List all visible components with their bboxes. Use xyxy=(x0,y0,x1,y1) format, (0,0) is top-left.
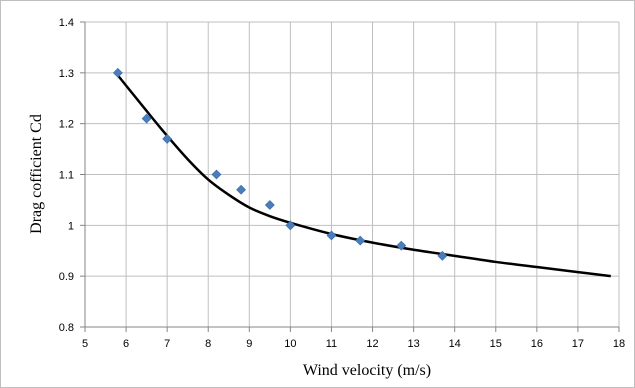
y-tick-label: 1.3 xyxy=(59,68,74,80)
x-tick-label: 17 xyxy=(572,338,584,350)
x-tick-label: 11 xyxy=(326,338,337,350)
data-point-diamond xyxy=(396,240,407,251)
x-tick-label: 13 xyxy=(407,338,419,350)
y-tick-label: 1.2 xyxy=(59,119,74,131)
data-point-diamond xyxy=(141,113,152,124)
x-tick-label: 15 xyxy=(490,338,502,350)
x-tick-label: 9 xyxy=(246,338,252,350)
axes xyxy=(80,21,620,332)
x-tick-label: 14 xyxy=(449,338,461,350)
y-tick-label: 0.8 xyxy=(59,322,74,334)
data-points xyxy=(112,67,448,261)
data-point-diamond xyxy=(355,235,366,246)
data-point-diamond xyxy=(112,67,123,78)
x-axis-title: Wind velocity (m/s) xyxy=(303,362,431,379)
data-point-diamond xyxy=(162,133,173,144)
x-tick-label: 7 xyxy=(164,338,170,350)
data-point-diamond xyxy=(326,230,337,241)
y-tick-label: 1.1 xyxy=(59,170,74,182)
x-tick-label: 6 xyxy=(123,338,129,350)
gridlines xyxy=(85,21,620,327)
y-tick-label: 1 xyxy=(68,220,74,232)
data-point-diamond xyxy=(264,200,275,210)
x-tick-label: 8 xyxy=(205,338,211,350)
x-tick-labels: 5 6 7 8 9 10 11 12 13 14 15 16 17 18 xyxy=(82,338,625,350)
data-point-diamond xyxy=(437,250,448,261)
x-tick-label: 12 xyxy=(366,338,378,350)
y-tick-label: 0.9 xyxy=(59,271,74,283)
y-tick-label: 1.4 xyxy=(59,17,74,29)
y-axis-title: Drag cofficient Cd xyxy=(28,114,45,234)
x-tick-label: 16 xyxy=(531,338,543,350)
x-tick-label: 5 xyxy=(82,338,88,350)
y-tick-labels: 0.8 0.9 1 1.1 1.2 1.3 1.4 xyxy=(59,17,74,334)
data-point-diamond xyxy=(285,220,296,231)
x-tick-label: 10 xyxy=(284,338,296,350)
data-point-diamond xyxy=(211,169,222,180)
data-point-diamond xyxy=(236,184,247,195)
x-tick-label: 18 xyxy=(613,338,625,350)
